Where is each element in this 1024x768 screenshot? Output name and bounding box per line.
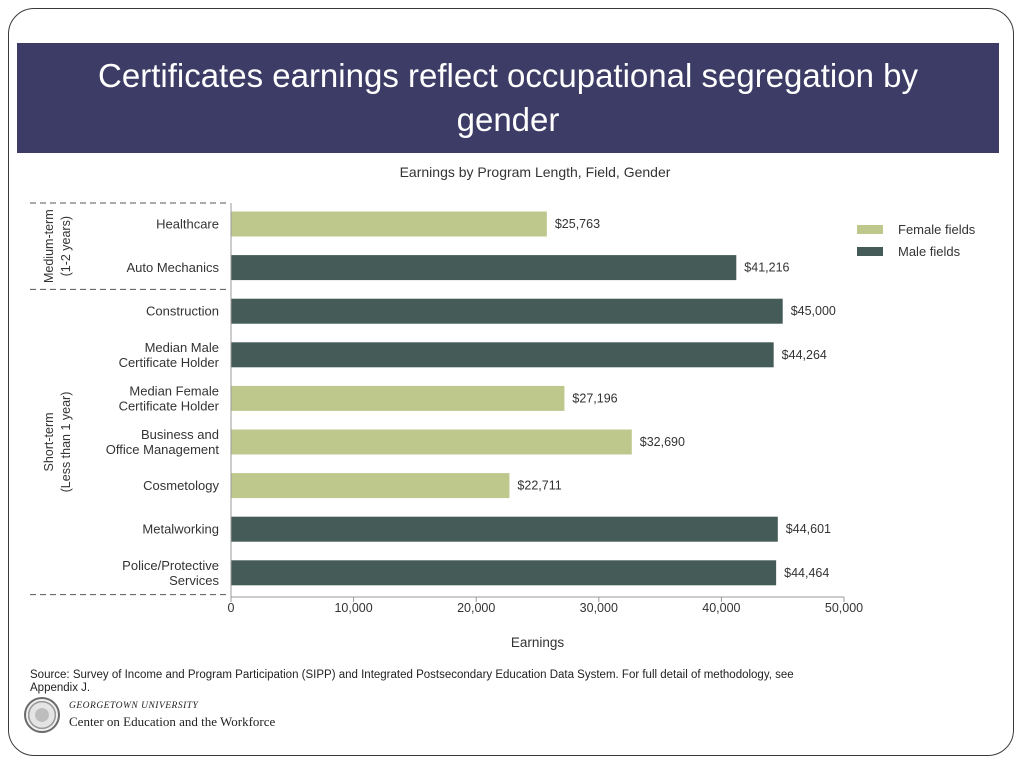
- bar: [231, 342, 774, 368]
- bar: [231, 255, 737, 281]
- x-tick-label: 50,000: [825, 601, 863, 615]
- logo-university-name: GEORGETOWN UNIVERSITY: [69, 700, 199, 711]
- category-label: Business and: [141, 427, 219, 442]
- x-tick-label: 0: [228, 601, 235, 615]
- legend-item-male: Male fields: [857, 240, 975, 262]
- category-label: Services: [169, 573, 219, 588]
- legend-swatch-male: [857, 246, 883, 256]
- x-tick-label: 40,000: [702, 601, 740, 615]
- legend-item-female: Female fields: [857, 218, 975, 240]
- bar-value-label: $44,601: [786, 522, 831, 536]
- chart-title: Earnings by Program Length, Field, Gende…: [399, 164, 671, 180]
- legend-swatch-female: [857, 224, 883, 234]
- bar-value-label: $44,464: [784, 566, 829, 580]
- bar-value-label: $27,196: [572, 391, 617, 405]
- category-label: Auto Mechanics: [127, 260, 220, 275]
- x-axis-title: Earnings: [511, 635, 565, 650]
- x-tick-label: 30,000: [580, 601, 618, 615]
- source-note: Source: Survey of Income and Program Par…: [30, 669, 794, 694]
- logo-center-name: Center on Education and the Workforce: [69, 713, 276, 729]
- bar-value-label: $45,000: [791, 304, 836, 318]
- bar: [231, 385, 565, 411]
- x-tick-label: 20,000: [457, 601, 495, 615]
- bar: [231, 560, 777, 586]
- category-label: Office Management: [106, 442, 220, 457]
- category-label: Certificate Holder: [119, 355, 220, 370]
- group-sublabel: (Less than 1 year): [59, 392, 73, 493]
- title-banner: Certificates earnings reflect occupation…: [17, 43, 999, 153]
- category-label: Cosmetology: [143, 478, 219, 493]
- category-label: Healthcare: [156, 217, 219, 232]
- category-label: Police/Protective: [122, 558, 219, 573]
- bar-value-label: $32,690: [640, 435, 685, 449]
- bar-value-label: $22,711: [517, 479, 561, 493]
- university-seal-icon: [24, 697, 60, 733]
- group-label: Short-term: [42, 412, 56, 471]
- bar: [231, 211, 547, 237]
- bar: [231, 516, 778, 542]
- bar: [231, 473, 510, 499]
- category-label: Median Male: [145, 340, 219, 355]
- bar: [231, 298, 783, 324]
- bar-value-label: $41,216: [744, 261, 789, 275]
- bar: [231, 429, 632, 455]
- chart-legend: Female fields Male fields: [857, 218, 975, 262]
- group-label: Medium-term: [42, 209, 56, 283]
- slide-title: Certificates earnings reflect occupation…: [98, 57, 918, 138]
- x-tick-label: 10,000: [334, 601, 372, 615]
- category-label: Metalworking: [142, 522, 219, 537]
- legend-label-female: Female fields: [898, 221, 976, 237]
- legend-label-male: Male fields: [898, 243, 961, 259]
- group-sublabel: (1-2 years): [59, 216, 73, 276]
- category-label: Certificate Holder: [119, 398, 220, 413]
- bar-value-label: $25,763: [555, 217, 600, 231]
- category-label: Median Female: [129, 383, 219, 398]
- bar-value-label: $44,264: [782, 348, 827, 362]
- university-logo: GEORGETOWN UNIVERSITY Center on Educatio…: [24, 697, 275, 733]
- category-label: Construction: [146, 304, 219, 319]
